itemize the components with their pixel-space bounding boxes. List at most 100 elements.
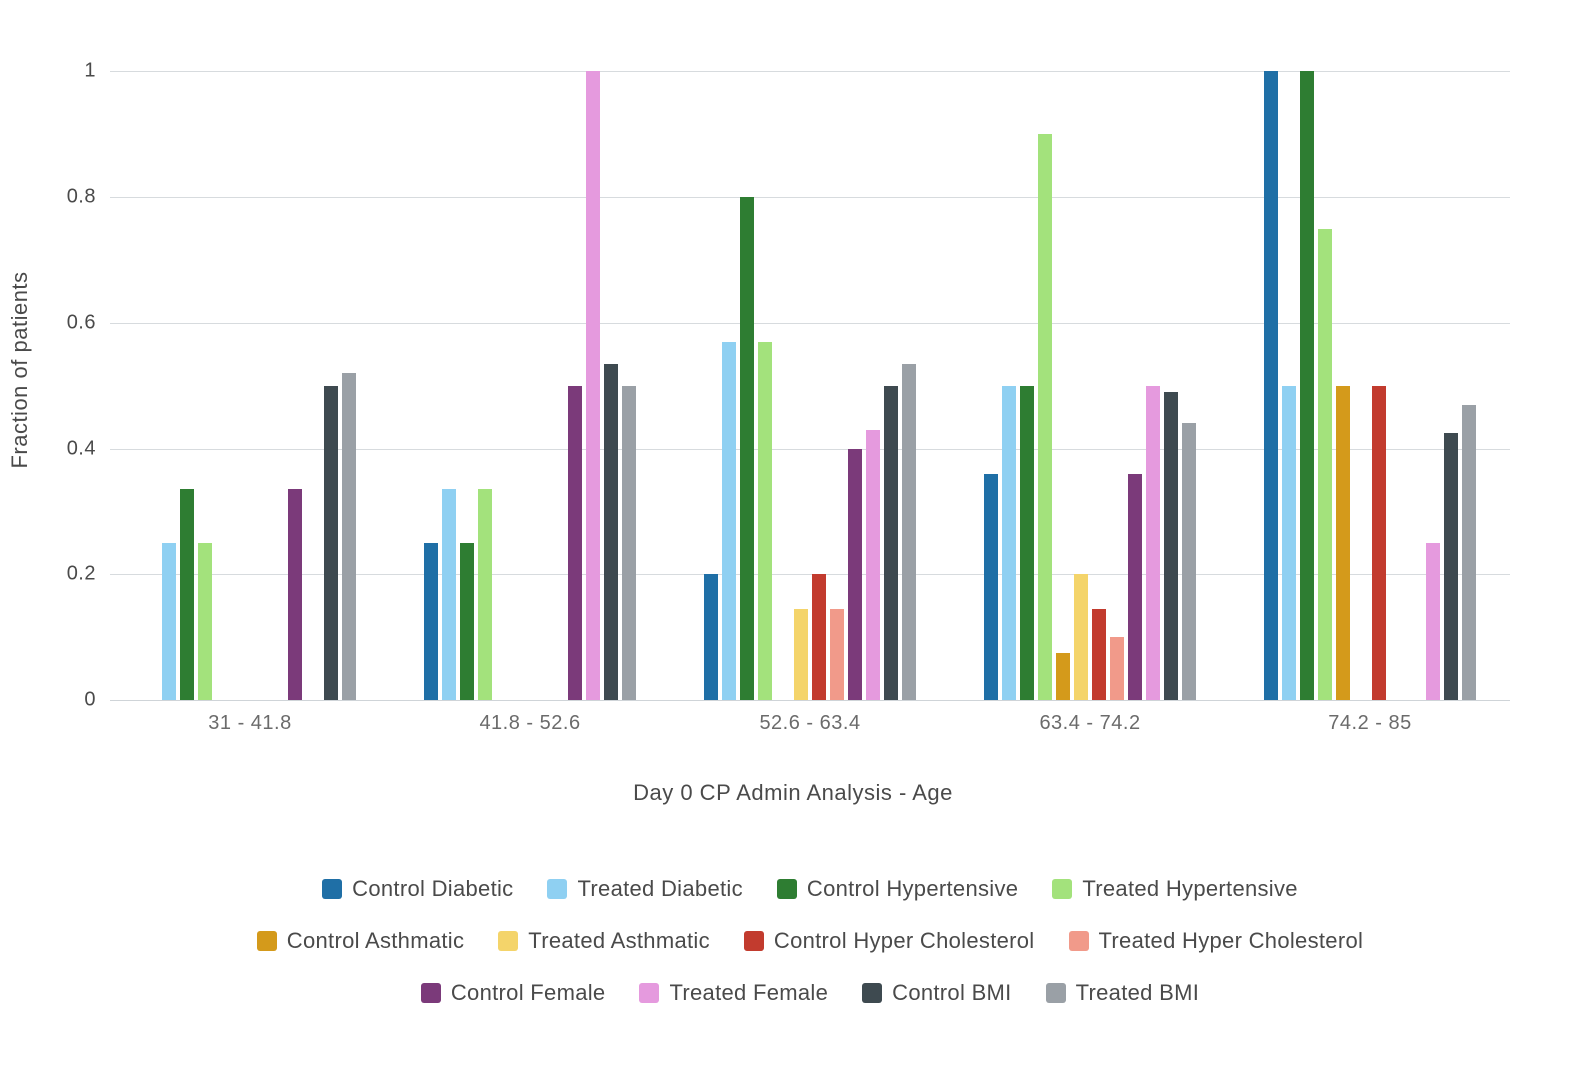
bar-treated_hypertensive	[198, 543, 212, 700]
legend-swatch	[257, 931, 277, 951]
bar-control_hypertensive	[1300, 71, 1314, 700]
bar-control_asthmatic	[1056, 653, 1070, 700]
legend-item-control_asthmatic: Control Asthmatic	[257, 928, 465, 954]
legend-label: Treated Diabetic	[577, 876, 742, 902]
legend-label: Treated Asthmatic	[528, 928, 710, 954]
bar-treated_asthmatic	[794, 609, 808, 700]
bar-treated_bmi	[1462, 405, 1476, 700]
legend-label: Control Female	[451, 980, 606, 1006]
bar-control_diabetic	[704, 574, 718, 700]
x-tick-label: 63.4 - 74.2	[1039, 712, 1140, 735]
bar-control_female	[848, 449, 862, 700]
legend-item-control_hypertensive: Control Hypertensive	[777, 876, 1018, 902]
bar-treated_hyper_chol	[830, 609, 844, 700]
bar-treated_bmi	[342, 373, 356, 700]
legend-item-control_bmi: Control BMI	[862, 980, 1011, 1006]
bar-treated_female	[586, 71, 600, 700]
legend-item-treated_asthmatic: Treated Asthmatic	[498, 928, 710, 954]
bar-treated_bmi	[902, 364, 916, 700]
legend-swatch	[639, 983, 659, 1003]
bar-control_hypertensive	[180, 489, 194, 700]
legend-label: Control BMI	[892, 980, 1011, 1006]
bar-control_hyper_chol	[1372, 386, 1386, 700]
legend-label: Treated Hypertensive	[1082, 876, 1298, 902]
legend-item-control_hyper_chol: Control Hyper Cholesterol	[744, 928, 1035, 954]
x-axis-title: Day 0 CP Admin Analysis - Age	[0, 780, 1586, 806]
legend-swatch	[322, 879, 342, 899]
y-tick-label: 0.4	[67, 437, 96, 460]
legend-swatch	[1046, 983, 1066, 1003]
bar-treated_hypertensive	[1318, 229, 1332, 700]
bar-control_hypertensive	[740, 197, 754, 700]
legend-swatch	[1052, 879, 1072, 899]
x-tick-label: 52.6 - 63.4	[759, 712, 860, 735]
x-tick-label: 74.2 - 85	[1328, 712, 1411, 735]
legend-swatch	[498, 931, 518, 951]
legend-swatch	[862, 983, 882, 1003]
x-tick-label: 31 - 41.8	[208, 712, 291, 735]
bar-control_diabetic	[1264, 71, 1278, 700]
bar-treated_bmi	[1182, 423, 1196, 700]
legend-swatch	[421, 983, 441, 1003]
y-tick-label: 0.6	[67, 311, 96, 334]
legend-item-control_diabetic: Control Diabetic	[322, 876, 513, 902]
bar-control_hypertensive	[460, 543, 474, 700]
legend-item-treated_hyper_chol: Treated Hyper Cholesterol	[1069, 928, 1364, 954]
legend-swatch	[777, 879, 797, 899]
bar-control_asthmatic	[1336, 386, 1350, 700]
bar-treated_bmi	[622, 386, 636, 700]
chart-container: Fraction of patients Day 0 CP Admin Anal…	[0, 0, 1586, 1084]
x-tick-label: 41.8 - 52.6	[479, 712, 580, 735]
bar-control_bmi	[1444, 433, 1458, 700]
bar-control_bmi	[604, 364, 618, 700]
legend-label: Control Hyper Cholesterol	[774, 928, 1035, 954]
legend-swatch	[1069, 931, 1089, 951]
legend-row: Control Diabetic Treated Diabetic Control …	[110, 876, 1510, 902]
bar-treated_diabetic	[442, 489, 456, 700]
bar-control_diabetic	[984, 474, 998, 700]
legend-label: Control Asthmatic	[287, 928, 465, 954]
bar-treated_diabetic	[1002, 386, 1016, 700]
bar-control_hypertensive	[1020, 386, 1034, 700]
legend-label: Treated Female	[669, 980, 828, 1006]
bar-treated_diabetic	[722, 342, 736, 700]
y-tick-label: 0.2	[67, 563, 96, 586]
bar-treated_diabetic	[162, 543, 176, 700]
legend-item-treated_diabetic: Treated Diabetic	[547, 876, 742, 902]
legend-label: Treated Hyper Cholesterol	[1099, 928, 1364, 954]
bar-treated_female	[1146, 386, 1160, 700]
bar-control_hyper_chol	[1092, 609, 1106, 700]
bar-control_bmi	[1164, 392, 1178, 700]
legend: Control Diabetic Treated Diabetic Control …	[110, 850, 1510, 1006]
bar-control_female	[288, 489, 302, 700]
bar-control_bmi	[884, 386, 898, 700]
bar-treated_hypertensive	[478, 489, 492, 700]
bar-treated_hypertensive	[758, 342, 772, 700]
legend-item-treated_female: Treated Female	[639, 980, 828, 1006]
legend-item-treated_bmi: Treated BMI	[1046, 980, 1200, 1006]
legend-item-control_female: Control Female	[421, 980, 606, 1006]
bar-control_female	[568, 386, 582, 700]
bar-treated_asthmatic	[1074, 574, 1088, 700]
plot-area	[110, 40, 1510, 701]
bar-control_diabetic	[424, 543, 438, 700]
bar-control_female	[1128, 474, 1142, 700]
bar-treated_hyper_chol	[1110, 637, 1124, 700]
legend-item-treated_hypertensive: Treated Hypertensive	[1052, 876, 1298, 902]
y-tick-label: 0	[84, 689, 96, 712]
y-axis-title: Fraction of patients	[7, 271, 33, 468]
bar-treated_female	[1426, 543, 1440, 700]
bar-control_bmi	[324, 386, 338, 700]
y-tick-label: 1	[84, 60, 96, 83]
bar-treated_diabetic	[1282, 386, 1296, 700]
bar-treated_hypertensive	[1038, 134, 1052, 700]
legend-swatch	[547, 879, 567, 899]
legend-label: Treated BMI	[1076, 980, 1200, 1006]
legend-swatch	[744, 931, 764, 951]
legend-label: Control Diabetic	[352, 876, 513, 902]
bar-control_hyper_chol	[812, 574, 826, 700]
legend-label: Control Hypertensive	[807, 876, 1018, 902]
bar-treated_female	[866, 430, 880, 700]
legend-row: Control Female Treated Female Control BMI T…	[110, 980, 1510, 1006]
legend-row: Control Asthmatic Treated Asthmatic Contro…	[110, 928, 1510, 954]
